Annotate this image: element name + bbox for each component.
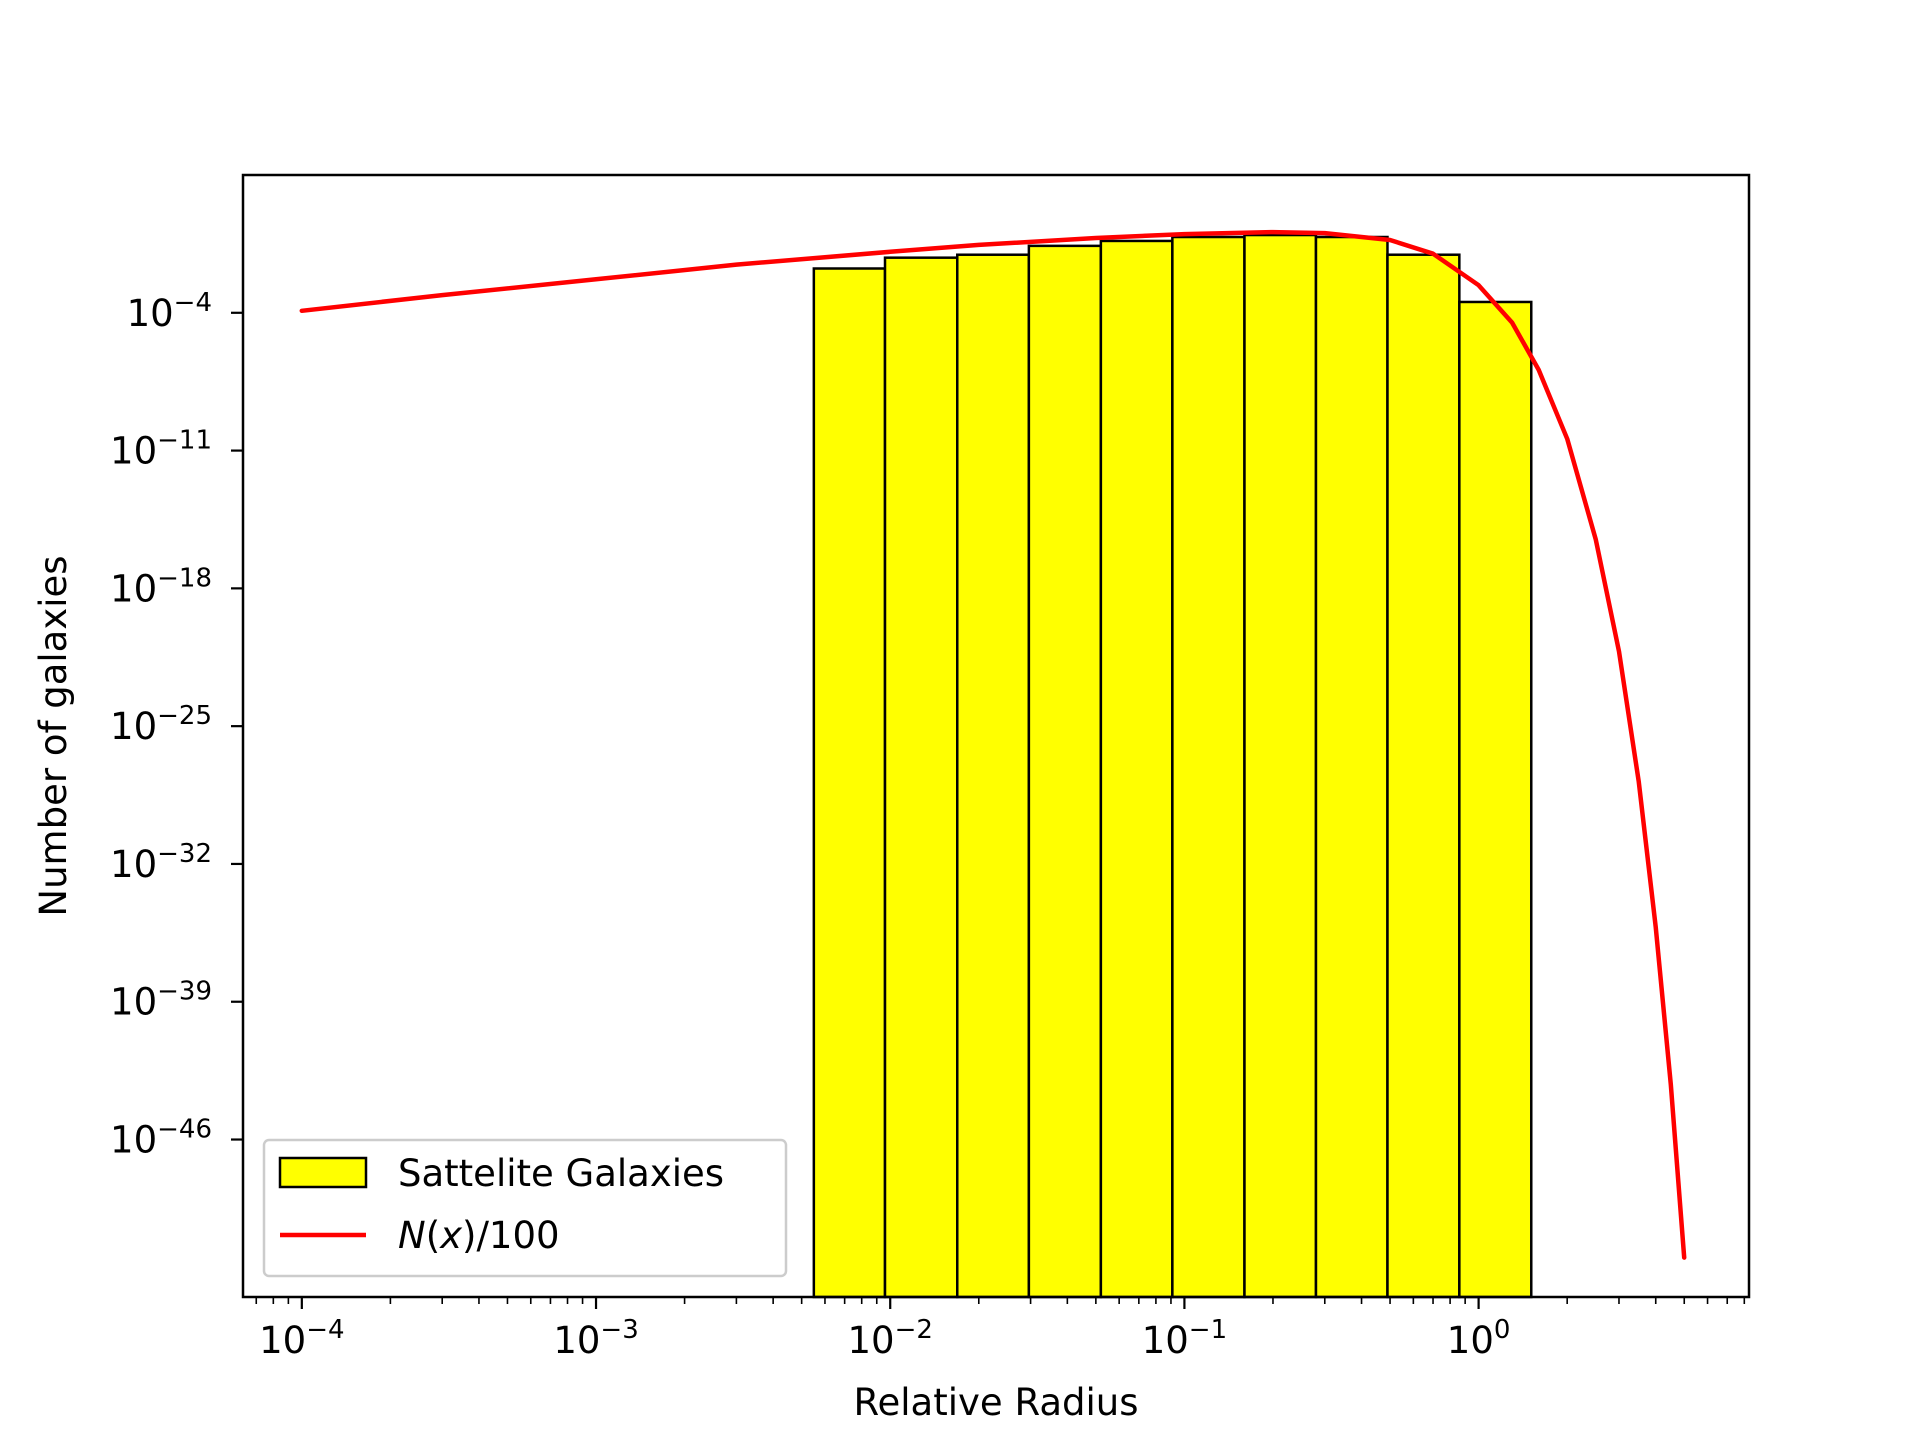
y-tick-label: 10−11 bbox=[110, 426, 212, 473]
x-tick-label: 10−3 bbox=[553, 1315, 638, 1362]
y-tick-base: 10 bbox=[110, 705, 157, 748]
y-tick-label: 10−4 bbox=[127, 288, 212, 335]
y-tick-exponent: −11 bbox=[157, 426, 212, 456]
curve-line bbox=[299, 229, 1687, 1260]
y-tick-exponent: −46 bbox=[157, 1115, 212, 1145]
histogram-bar bbox=[812, 267, 887, 1299]
y-tick-label: 10−18 bbox=[110, 563, 212, 610]
histogram-bar bbox=[956, 253, 1031, 1299]
y-tick-base: 10 bbox=[127, 292, 174, 335]
histogram-bars bbox=[812, 233, 1533, 1299]
legend-label-curve: N(x)/100 bbox=[398, 1214, 560, 1257]
histogram-bar bbox=[1386, 253, 1461, 1299]
x-tick-label: 10−1 bbox=[1142, 1315, 1227, 1362]
y-tick-label: 10−46 bbox=[110, 1115, 212, 1162]
histogram-bar bbox=[1027, 244, 1103, 1299]
y-tick-base: 10 bbox=[110, 430, 157, 473]
y-tick-label: 10−32 bbox=[110, 839, 212, 886]
y-tick-exponent: −18 bbox=[157, 563, 212, 593]
histogram-bar bbox=[1314, 235, 1389, 1299]
x-tick-label: 10−4 bbox=[259, 1315, 344, 1362]
x-tick-base: 10 bbox=[1447, 1319, 1494, 1362]
x-tick-exponent: −1 bbox=[1189, 1315, 1227, 1345]
y-tick-base: 10 bbox=[110, 981, 157, 1024]
histogram-bar bbox=[1458, 300, 1533, 1299]
legend-curve-n: N bbox=[398, 1214, 426, 1257]
legend-box bbox=[262, 1138, 788, 1278]
x-tick-base: 10 bbox=[259, 1319, 306, 1362]
histogram-bar bbox=[1243, 233, 1318, 1299]
y-tick-exponent: −32 bbox=[157, 839, 212, 869]
legend: Sattelite Galaxies N(x)/100 bbox=[262, 1138, 788, 1278]
y-tick-exponent: −4 bbox=[174, 288, 212, 318]
y-tick-base: 10 bbox=[110, 843, 157, 886]
histogram-bar bbox=[1171, 235, 1246, 1299]
x-tick-base: 10 bbox=[553, 1319, 600, 1362]
x-tick-exponent: 0 bbox=[1494, 1315, 1511, 1345]
y-tick-label: 10−39 bbox=[110, 977, 212, 1024]
x-tick-base: 10 bbox=[1142, 1319, 1189, 1362]
curve-layer bbox=[299, 229, 1687, 1260]
x-tick-label: 10−2 bbox=[848, 1315, 933, 1362]
y-tick-base: 10 bbox=[110, 567, 157, 610]
legend-curve-open: ( bbox=[426, 1214, 440, 1257]
y-tick-exponent: −25 bbox=[157, 701, 212, 731]
y-tick-exponent: −39 bbox=[157, 977, 212, 1007]
y-tick-base: 10 bbox=[110, 1119, 157, 1162]
histogram-bar bbox=[1099, 239, 1174, 1299]
y-axis-title: Number of galaxies bbox=[32, 555, 75, 916]
legend-swatch-histogram bbox=[278, 1156, 368, 1189]
legend-curve-tail: )/100 bbox=[462, 1214, 560, 1257]
axes-frame bbox=[241, 173, 1751, 1299]
x-tick-exponent: −4 bbox=[306, 1315, 344, 1345]
x-tick-base: 10 bbox=[848, 1319, 895, 1362]
x-axis-title: Relative Radius bbox=[853, 1381, 1138, 1424]
legend-label-histogram: Sattelite Galaxies bbox=[398, 1152, 724, 1195]
x-tick-label: 100 bbox=[1447, 1315, 1511, 1362]
legend-curve-x: x bbox=[439, 1214, 463, 1257]
x-tick-exponent: −3 bbox=[600, 1315, 638, 1345]
x-axis-ticks: 10−4 10−3 10−2 10−1 100 bbox=[255, 1297, 1746, 1362]
x-tick-exponent: −2 bbox=[895, 1315, 933, 1345]
y-tick-label: 10−25 bbox=[110, 701, 212, 748]
histogram-bar bbox=[883, 256, 959, 1299]
